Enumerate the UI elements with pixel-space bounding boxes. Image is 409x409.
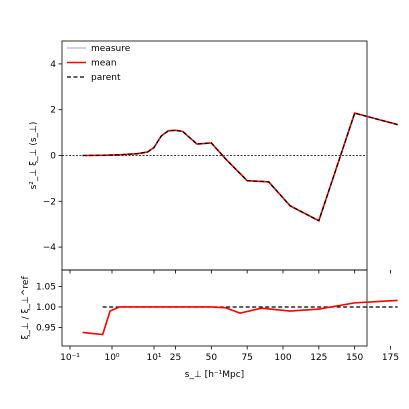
ratio-y-tick-label: 1.00 [36, 303, 56, 313]
legend-label-parent: parent [91, 73, 121, 83]
x-tick-label: 25 [170, 353, 181, 363]
ratio-y-tick-label: 1.05 [36, 282, 56, 292]
x-tick-label: 10¹ [146, 353, 161, 363]
x-tick-label: 125 [310, 353, 327, 363]
x-axis: 10⁻¹ 10⁰ 10¹ 25 50 75 100 125 150 175 [60, 346, 399, 363]
x-tick-label: 175 [382, 353, 399, 363]
ratio-y-axis-label: ξ_⊥ / ξ_⊥^ref [21, 276, 31, 340]
legend-label-mean: mean [91, 59, 117, 69]
ratio-panel: 1.05 1.00 0.95 [36, 269, 398, 347]
x-tick-label: 10⁻¹ [60, 353, 80, 363]
x-tick-label: 100 [274, 353, 291, 363]
main-y-tick-label: 2 [50, 106, 56, 116]
x-tick-label: 75 [241, 353, 252, 363]
main-y-tick-label: 4 [50, 60, 56, 70]
main-y-tick-label: −2 [43, 197, 56, 207]
ratio-y-tick-label: 0.95 [36, 324, 56, 334]
main-y-axis-label: s²_⊥ ξ_⊥ (s_⊥) [29, 122, 39, 190]
series-mean-line [82, 112, 398, 222]
main-y-tick-label: 0 [50, 152, 56, 162]
legend-label-measure: measure [91, 44, 131, 54]
series-parent-line [82, 112, 398, 222]
x-tick-label: 10⁰ [104, 353, 119, 363]
ratio-series-mean-line [82, 299, 398, 336]
main-y-tick-label: −4 [43, 243, 57, 253]
legend: measure mean parent [67, 44, 131, 83]
x-tick-label: 50 [206, 353, 218, 363]
ratio-frame [61, 269, 368, 347]
x-tick-label: 150 [346, 353, 363, 363]
x-axis-label: s_⊥ [h⁻¹Mpc] [185, 370, 244, 380]
